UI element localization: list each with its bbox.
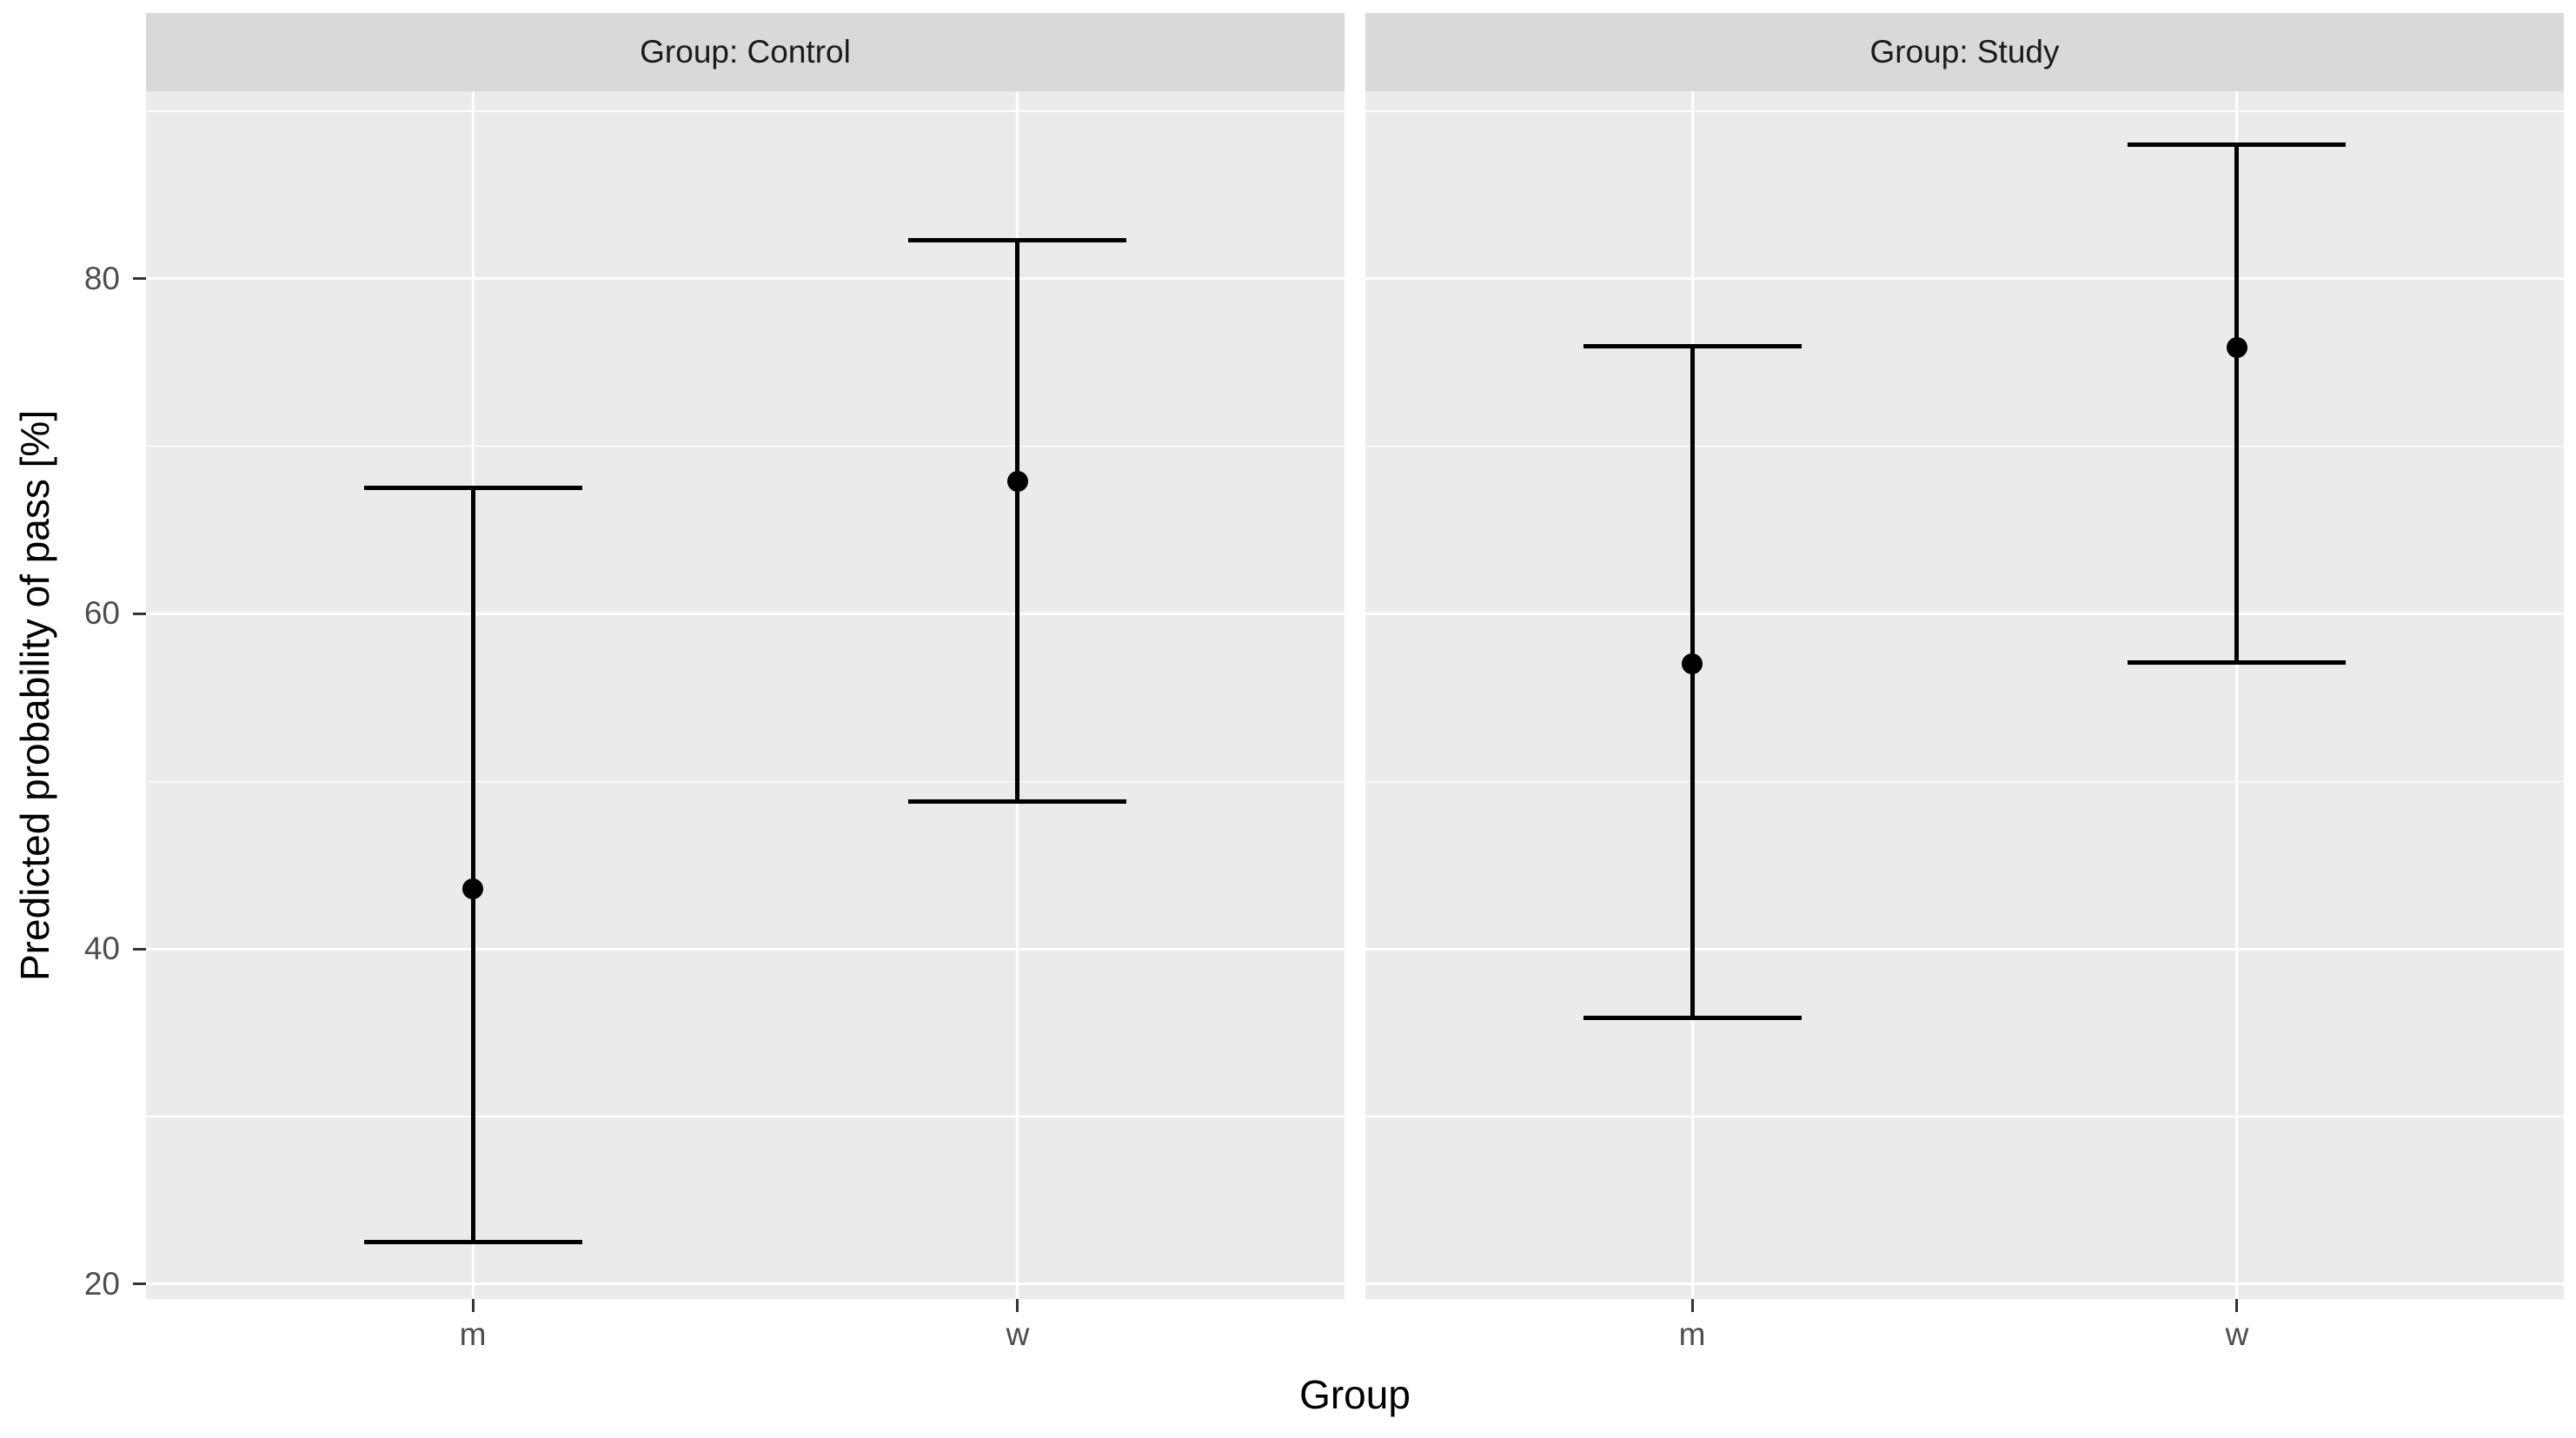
error-bar-cap-upper — [1583, 343, 1802, 348]
y-tick-mark — [133, 1282, 146, 1286]
x-tick-label: m — [459, 1316, 487, 1352]
y-tick-label: 80 — [83, 260, 120, 296]
y-tick-label: 60 — [83, 595, 120, 632]
y-tick-label: 20 — [83, 1265, 120, 1302]
major-gridline-vertical — [2235, 91, 2239, 1299]
point-estimate — [1006, 471, 1028, 493]
point-estimate — [1682, 653, 1703, 675]
facet-panel — [146, 91, 1344, 1299]
minor-gridline-horizontal — [1365, 445, 2564, 447]
y-tick-mark — [133, 947, 146, 951]
y-tick-label: 40 — [83, 931, 120, 967]
major-gridline-horizontal — [1365, 277, 2564, 281]
major-gridline-horizontal — [1365, 947, 2564, 951]
major-gridline-horizontal — [146, 612, 1344, 615]
x-axis-title: Group — [1299, 1372, 1411, 1417]
point-estimate — [2226, 336, 2247, 358]
error-bar-cap-lower — [1583, 1015, 1802, 1020]
minor-gridline-horizontal — [146, 110, 1344, 112]
major-gridline-horizontal — [1365, 612, 2564, 615]
error-bar-cap-lower — [908, 799, 1127, 804]
x-tick-mark — [1016, 1299, 1019, 1312]
point-estimate — [462, 878, 484, 899]
y-tick-mark — [133, 612, 146, 615]
y-tick-mark — [133, 277, 146, 281]
minor-gridline-horizontal — [1365, 1116, 2564, 1117]
error-bar-cap-lower — [363, 1239, 582, 1244]
facet-strip: Group: Control — [146, 13, 1344, 91]
major-gridline-horizontal — [146, 1282, 1344, 1286]
error-bar-stem — [1015, 238, 1020, 804]
x-tick-label: m — [1678, 1316, 1706, 1352]
minor-gridline-horizontal — [146, 445, 1344, 447]
x-tick-label: w — [2225, 1316, 2249, 1352]
error-bar-stem — [1690, 343, 1695, 1020]
x-tick-mark — [1690, 1299, 1694, 1312]
error-bar-stem — [2234, 142, 2240, 665]
error-bar-cap-lower — [2128, 659, 2347, 665]
minor-gridline-horizontal — [1365, 110, 2564, 112]
minor-gridline-horizontal — [146, 1116, 1344, 1117]
minor-gridline-horizontal — [1365, 780, 2564, 783]
major-gridline-horizontal — [1365, 1282, 2564, 1286]
error-bar-cap-upper — [363, 486, 582, 491]
facet-strip: Group: Study — [1365, 13, 2564, 91]
facet-panel — [1365, 91, 2564, 1299]
y-axis-title: Predicted probability of pass [%] — [12, 409, 57, 981]
x-tick-label: w — [1006, 1316, 1030, 1352]
major-gridline-horizontal — [146, 947, 1344, 951]
x-tick-mark — [471, 1299, 475, 1312]
error-bar-stem — [470, 486, 475, 1244]
error-bar-cap-upper — [908, 238, 1127, 243]
minor-gridline-horizontal — [146, 780, 1344, 783]
x-tick-mark — [2235, 1299, 2239, 1312]
major-gridline-horizontal — [146, 277, 1344, 281]
error-bar-cap-upper — [2128, 142, 2347, 148]
